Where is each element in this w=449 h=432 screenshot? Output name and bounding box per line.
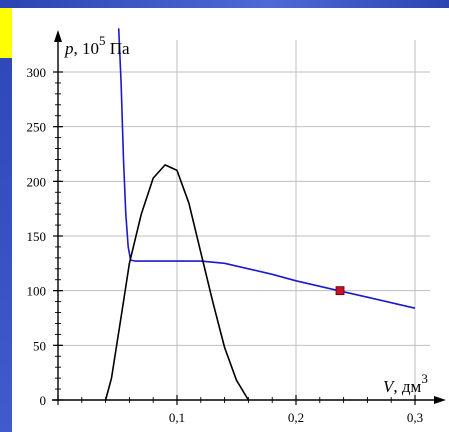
y-tick-label: 300 bbox=[27, 65, 47, 80]
slide-accent-tab bbox=[0, 8, 12, 58]
x-tick-label: 0,3 bbox=[407, 410, 423, 425]
series-lines bbox=[104, 28, 416, 401]
y-axis-label-exp: 5 bbox=[99, 33, 106, 48]
data-marker bbox=[335, 286, 345, 296]
y-tick-label: 250 bbox=[27, 120, 47, 135]
grid-lines bbox=[58, 40, 430, 400]
axes bbox=[52, 30, 446, 404]
x-tick-label: 0,1 bbox=[169, 410, 185, 425]
plot-background bbox=[12, 8, 449, 432]
y-axis-label-base: , 10 bbox=[74, 39, 100, 58]
series-line-2 bbox=[104, 164, 250, 401]
slide-left-band bbox=[0, 0, 12, 432]
x-axis-label-exp: 3 bbox=[421, 371, 428, 386]
y-tick-label: 0 bbox=[40, 393, 47, 408]
x-axis-arrow bbox=[434, 396, 446, 404]
x-axis-label: V, дм3 bbox=[383, 371, 428, 396]
marker-point bbox=[335, 286, 345, 296]
y-axis-label-unit: Па bbox=[106, 39, 131, 58]
y-tick-label: 50 bbox=[33, 338, 46, 353]
x-axis-label-base: , дм bbox=[393, 377, 421, 396]
y-axis-label: p, 105 Па bbox=[64, 33, 130, 58]
x-tick-label: 0,2 bbox=[288, 410, 304, 425]
slide-top-band bbox=[0, 0, 449, 8]
y-tick-label: 200 bbox=[27, 174, 47, 189]
tick-marks bbox=[53, 71, 416, 405]
y-tick-label: 100 bbox=[27, 284, 47, 299]
y-axis-arrow bbox=[54, 30, 62, 42]
y-tick-label: 150 bbox=[27, 229, 47, 244]
tick-labels: 0 50 100 150 200 250 300 0,1 0,2 0,3 bbox=[27, 65, 424, 425]
